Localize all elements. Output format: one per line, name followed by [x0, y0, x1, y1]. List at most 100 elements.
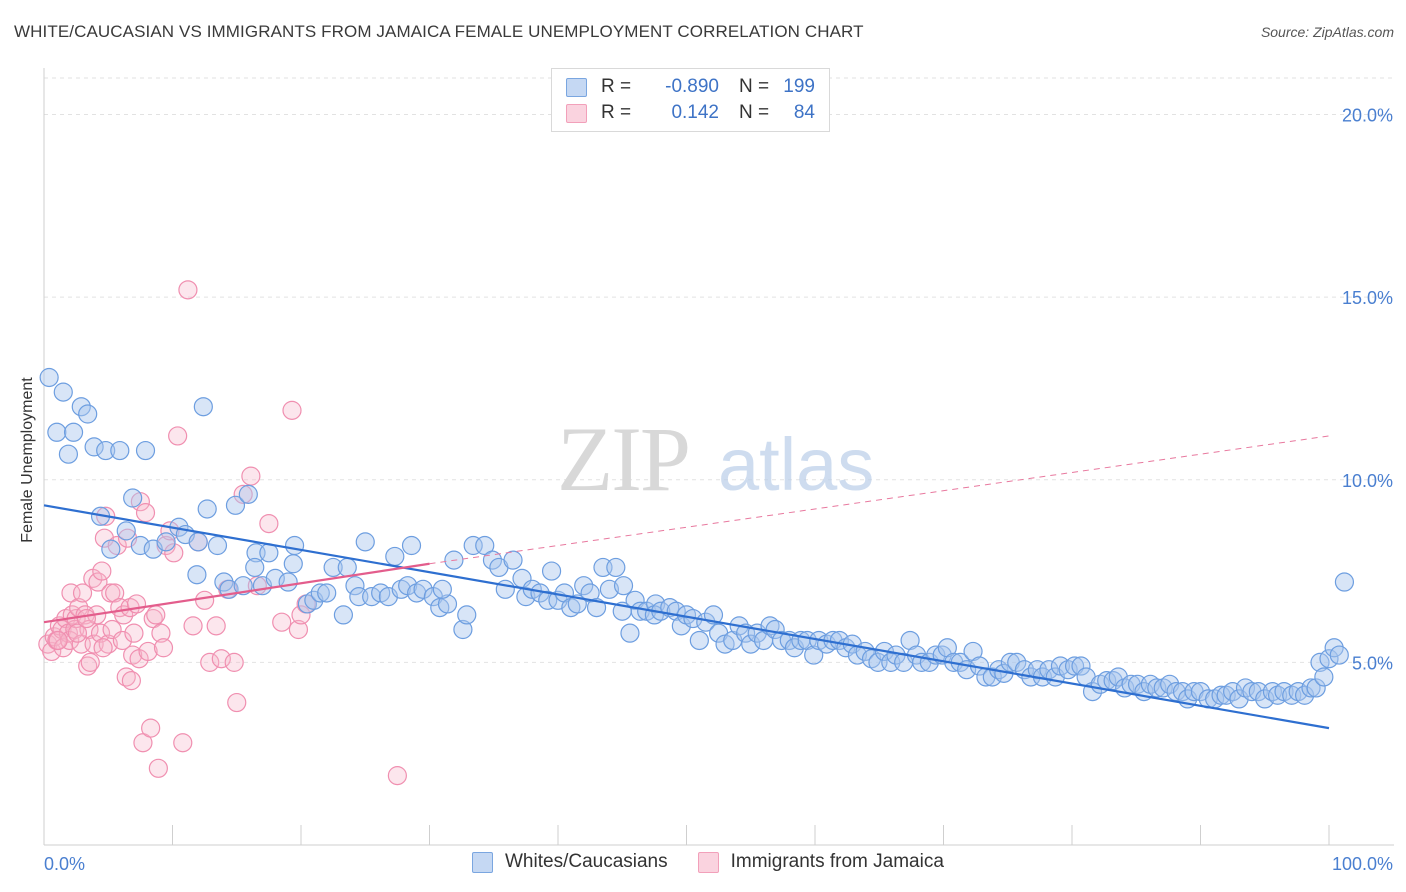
- r-value: -0.890: [665, 76, 719, 97]
- data-point-white: [337, 557, 357, 578]
- legend-item-jamaica[interactable]: Immigrants from Jamaica: [697, 851, 944, 873]
- data-point-white: [1306, 678, 1326, 698]
- data-point-white: [58, 444, 79, 464]
- data-point-white: [1294, 685, 1315, 705]
- data-point-jamaica: [387, 766, 407, 786]
- data-point-white: [1223, 681, 1243, 702]
- data-point-jamaica: [288, 619, 309, 640]
- data-point-white: [516, 587, 536, 607]
- data-point-jamaica: [121, 671, 141, 691]
- data-point-jamaica: [138, 641, 158, 662]
- data-point-white: [703, 605, 724, 625]
- x-tick-label: 0.0%: [44, 854, 85, 874]
- data-point-white: [130, 535, 150, 556]
- data-point-white: [561, 597, 581, 618]
- data-point-white: [207, 535, 228, 556]
- data-point-white: [225, 495, 246, 515]
- data-point-white: [110, 440, 130, 461]
- y-tick-label: 10.0%: [1342, 471, 1393, 491]
- data-point-white: [333, 605, 354, 625]
- trend-line-jamaica-extension: [429, 435, 1330, 565]
- data-point-jamaica: [151, 623, 171, 643]
- data-point-white: [1007, 652, 1027, 672]
- data-point-white: [101, 539, 121, 559]
- series-legend: Whites/Caucasians Immigrants from Jamaic…: [472, 851, 974, 873]
- data-point-white: [606, 557, 626, 578]
- data-point-white: [1319, 649, 1339, 669]
- axes: [43, 68, 1394, 846]
- data-point-white: [1235, 678, 1256, 698]
- data-point-white: [278, 572, 298, 592]
- data-point-white: [47, 422, 67, 442]
- data-point-white: [1248, 681, 1268, 702]
- data-point-jamaica: [183, 616, 203, 636]
- data-point-jamaica: [42, 641, 62, 662]
- data-point-jamaica: [93, 638, 113, 658]
- data-point-white: [1301, 678, 1321, 698]
- tick-labels: 5.0% 10.0% 15.0% 20.0% 0.0% 100.0%: [44, 106, 1393, 874]
- data-point-white: [39, 367, 59, 388]
- data-point-white: [457, 605, 477, 625]
- data-point-white: [741, 634, 761, 654]
- data-point-white: [193, 397, 213, 417]
- legend-swatch-blue: [472, 851, 493, 873]
- data-point-white: [1262, 681, 1283, 702]
- n-label: N =: [739, 102, 770, 123]
- legend-item-whites[interactable]: Whites/Caucasians: [472, 851, 668, 873]
- data-point-jamaica: [105, 583, 125, 603]
- x-tick-label: 100.0%: [1332, 854, 1393, 874]
- data-point-white: [503, 550, 523, 570]
- data-point-white: [63, 422, 84, 442]
- y-tick-label: 5.0%: [1352, 653, 1393, 673]
- data-point-jamaica: [206, 616, 226, 636]
- data-point-white: [156, 532, 176, 552]
- chart-title: WHITE/CAUCASIAN VS IMMIGRANTS FROM JAMAI…: [14, 22, 864, 41]
- data-point-white: [53, 382, 73, 402]
- data-point-jamaica: [291, 605, 311, 625]
- data-point-white: [1153, 678, 1173, 698]
- data-point-white: [284, 535, 305, 556]
- data-point-white: [982, 667, 1002, 687]
- data-point-jamaica: [241, 466, 261, 486]
- data-point-jamaica: [116, 667, 136, 687]
- data-point-white: [283, 554, 303, 574]
- data-point-jamaica: [67, 623, 88, 643]
- data-point-jamaica: [78, 656, 98, 676]
- data-point-white: [96, 440, 116, 461]
- r-label: R =: [601, 102, 632, 123]
- n-value: 84: [793, 102, 815, 123]
- legend-swatch-pink: [566, 103, 587, 123]
- trend-line-white: [43, 504, 1330, 730]
- data-point-white: [123, 488, 143, 508]
- data-point-jamaica: [153, 638, 174, 658]
- legend-row-whites: R = -0.890 N = 199: [566, 75, 815, 99]
- data-point-white: [574, 576, 594, 596]
- data-point-white: [84, 437, 104, 457]
- data-point-jamaica: [227, 692, 247, 713]
- data-point-white: [391, 579, 411, 599]
- data-point-white: [1288, 681, 1308, 702]
- data-point-white: [310, 583, 330, 603]
- zipatlas-watermark: ZIP atlas: [557, 408, 874, 510]
- data-point-jamaica: [123, 645, 143, 665]
- data-point-jamaica: [112, 630, 132, 651]
- legend-label-whites: Whites/Caucasians: [505, 851, 668, 872]
- data-point-jamaica: [141, 718, 161, 738]
- n-label: N =: [739, 76, 770, 97]
- data-point-white: [1334, 572, 1355, 592]
- data-point-white: [1314, 667, 1334, 687]
- data-point-white: [317, 583, 337, 603]
- data-point-white: [463, 535, 483, 556]
- r-label: R =: [601, 76, 632, 97]
- data-point-white: [1147, 678, 1167, 698]
- data-point-white: [135, 440, 156, 461]
- grid-lines: [44, 77, 1394, 663]
- data-point-white: [453, 619, 473, 640]
- data-point-white: [245, 557, 265, 578]
- data-point-jamaica: [211, 649, 231, 669]
- data-point-jamaica: [168, 426, 188, 446]
- data-point-white: [116, 521, 136, 541]
- data-point-jamaica: [195, 590, 215, 610]
- data-point-white: [188, 532, 208, 552]
- data-point-white: [437, 594, 458, 614]
